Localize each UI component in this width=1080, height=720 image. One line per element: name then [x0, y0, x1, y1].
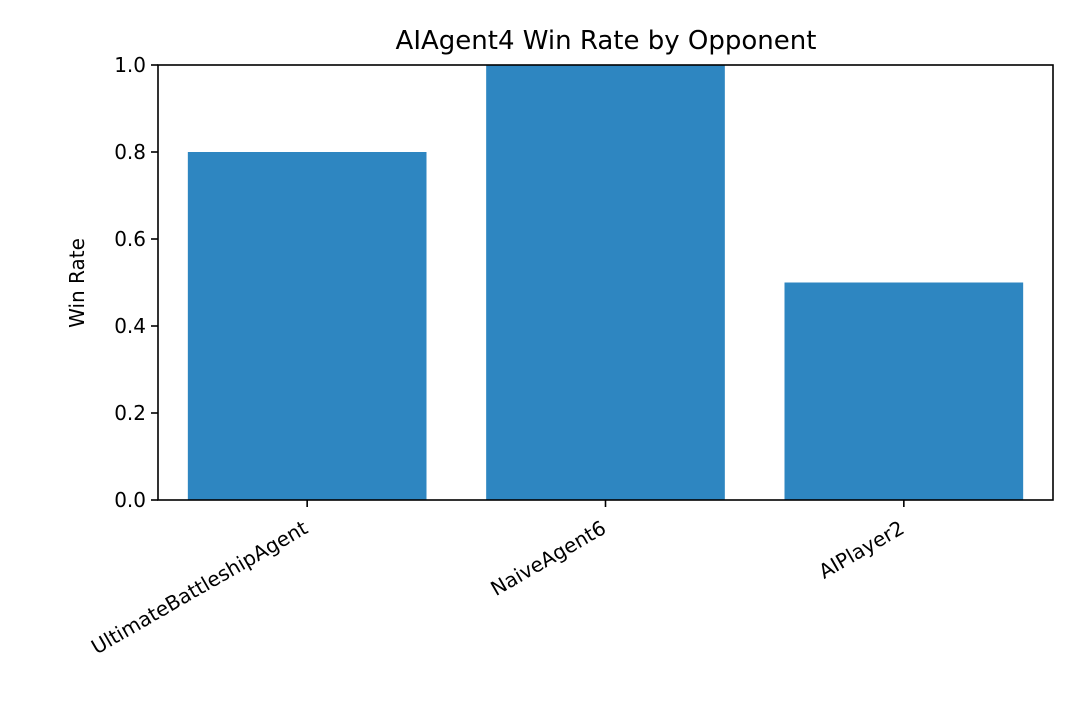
chart-title: AIAgent4 Win Rate by Opponent — [396, 26, 817, 56]
bar — [784, 282, 1024, 500]
bar — [486, 65, 725, 500]
y-axis-label: Win Rate — [65, 238, 89, 328]
bar — [187, 152, 427, 500]
plot-area-frame — [157, 64, 1054, 501]
y-tick-label: 0.6 — [114, 227, 146, 251]
y-tick-label: 0.4 — [114, 314, 146, 338]
y-tick-label: 1.0 — [114, 53, 146, 77]
y-axis-ticks: 0.0 0.2 0.4 0.6 0.8 1.0 — [114, 53, 158, 512]
y-tick-label: 0.0 — [114, 488, 146, 512]
y-tick-label: 0.2 — [114, 401, 146, 425]
y-tick-label: 0.8 — [114, 140, 146, 164]
bars-group — [187, 65, 1024, 500]
